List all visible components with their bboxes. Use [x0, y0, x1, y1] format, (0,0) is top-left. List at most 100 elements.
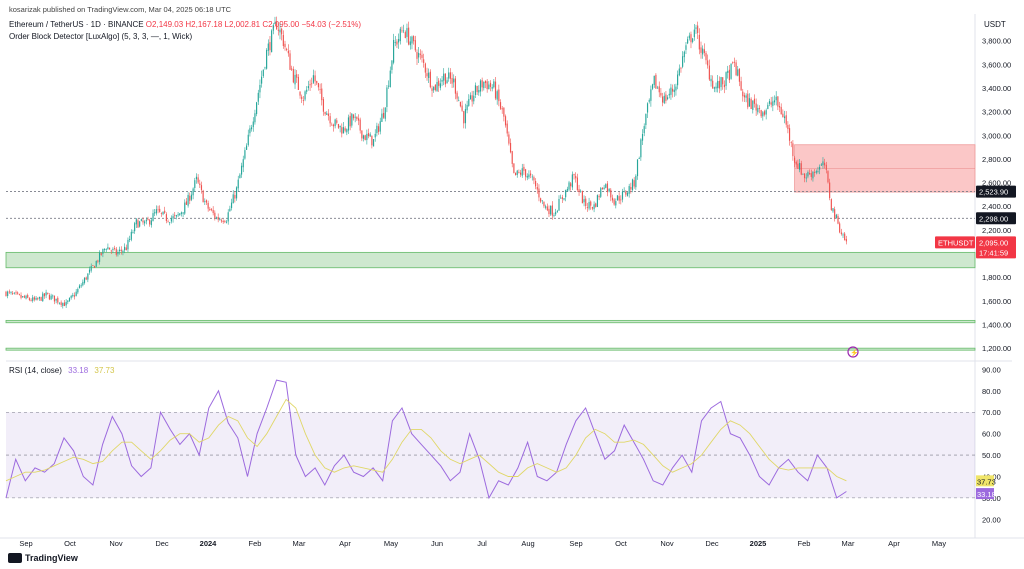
candle-body — [464, 109, 467, 124]
candle-body — [478, 90, 480, 93]
candle-body — [115, 248, 117, 255]
candle-body — [140, 219, 142, 221]
candle-body — [626, 192, 629, 196]
candle-body — [728, 69, 730, 81]
candle-body — [377, 126, 380, 132]
candle-body — [494, 81, 497, 99]
candle-body — [788, 128, 791, 141]
candle-body — [419, 53, 421, 55]
candle-body — [535, 181, 537, 187]
candle-body — [509, 142, 512, 153]
candle-body — [536, 186, 538, 190]
candle-body — [790, 142, 792, 144]
rsi-ma-line — [5, 398, 847, 482]
candle-body — [102, 249, 104, 254]
candle-body — [209, 208, 211, 211]
candle-body — [336, 120, 338, 123]
candle-body — [516, 170, 518, 175]
price-tick-label: 2,800.00 — [982, 155, 1011, 164]
candle-body — [68, 297, 71, 301]
candle-body — [281, 28, 283, 35]
candle-body — [357, 118, 360, 121]
candle-body — [603, 187, 605, 190]
candle-body — [342, 127, 345, 134]
rsi-legend[interactable]: RSI (14, close) 33.18 37.73 — [9, 366, 114, 375]
candle-body — [242, 159, 244, 168]
candle-body — [844, 233, 846, 241]
candle-body — [359, 119, 361, 131]
candle-body — [199, 183, 201, 186]
candle-body — [586, 207, 588, 208]
candle-body — [845, 239, 847, 242]
candle-body — [424, 63, 426, 73]
candle-body — [366, 133, 368, 140]
candle-body — [207, 202, 209, 209]
candle-body — [105, 249, 107, 251]
rsi-ma-value: 37.73 — [94, 366, 115, 375]
candle-body — [83, 277, 86, 283]
rsi-band — [6, 412, 975, 498]
candle-body — [139, 221, 141, 227]
indicator-title[interactable]: Order Block Detector [LuxAlgo] (5, 3, 3,… — [9, 32, 193, 41]
candle-body — [85, 277, 87, 280]
candle-body — [680, 67, 682, 69]
candle-body — [468, 99, 470, 106]
candle-body — [810, 173, 812, 177]
candle-body — [374, 133, 376, 138]
candle-body — [311, 83, 313, 85]
candle-body — [72, 294, 74, 297]
last-price-tag-box — [976, 236, 1016, 259]
candle-body — [488, 84, 490, 90]
candle-body — [491, 86, 493, 89]
candle-body — [403, 30, 405, 32]
candle-body — [568, 182, 570, 190]
candle-body — [257, 92, 259, 102]
candle-body — [277, 29, 279, 31]
candle-body — [159, 208, 161, 212]
candle-body — [398, 39, 400, 43]
candle-body — [628, 186, 630, 194]
time-tick-label: Dec — [155, 539, 169, 548]
candle-body — [650, 89, 652, 101]
time-tick-label: Nov — [660, 539, 674, 548]
candle-body — [757, 107, 759, 113]
time-tick-label: Sep — [19, 539, 32, 548]
candle-body — [429, 71, 431, 88]
tradingview-logo[interactable]: TradingView — [8, 553, 78, 563]
candle-body — [235, 187, 238, 199]
candle-body — [683, 51, 685, 58]
candle-body — [394, 42, 396, 43]
candle-body — [279, 29, 281, 33]
candle-body — [543, 201, 545, 207]
candle-body — [600, 188, 602, 197]
candle-body — [200, 185, 203, 190]
candle-body — [386, 87, 388, 108]
candle-body — [267, 43, 269, 51]
candle-body — [23, 296, 25, 298]
candle-body — [341, 127, 343, 134]
candle-body — [396, 41, 398, 45]
candle-body — [596, 195, 599, 207]
candle-body — [160, 212, 162, 214]
candle-body — [237, 179, 239, 189]
candle-body — [807, 172, 809, 177]
candle-body — [824, 162, 826, 166]
candle-body — [369, 134, 371, 137]
candle-body — [87, 273, 89, 280]
candle-body — [354, 116, 356, 118]
candle-body — [496, 91, 498, 100]
candle-body — [339, 125, 341, 128]
candle-body — [675, 86, 677, 91]
candle-body — [501, 108, 503, 110]
candle-body — [576, 177, 578, 190]
candle-body — [164, 210, 166, 213]
candle-body — [753, 98, 756, 104]
candle-body — [150, 220, 152, 226]
candle-body — [748, 98, 751, 107]
candle-body — [249, 128, 251, 134]
candle-body — [540, 198, 542, 202]
candle-body — [381, 113, 383, 122]
candle-body — [271, 30, 273, 53]
candle-body — [449, 72, 451, 79]
